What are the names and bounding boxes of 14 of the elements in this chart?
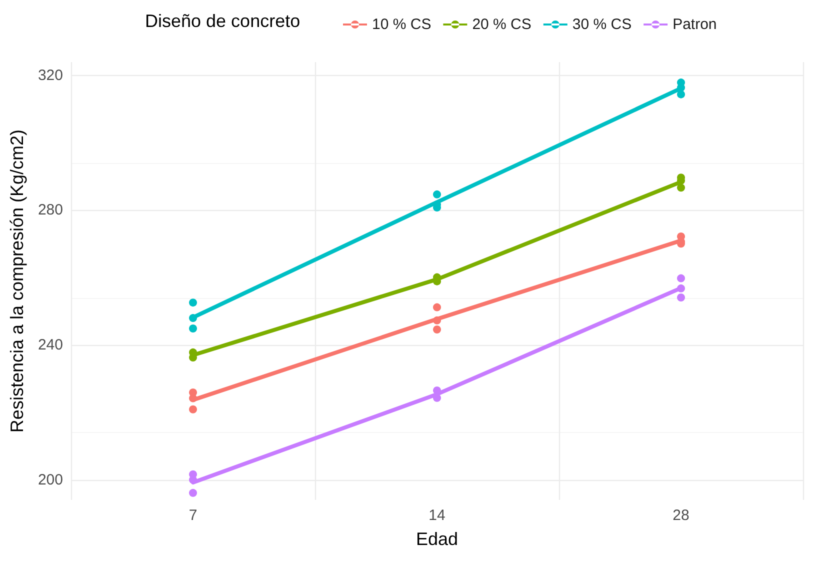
x-tick-label: 7 — [188, 507, 198, 524]
legend-label: 20 % CS — [472, 16, 532, 33]
x-tick-label: 14 — [428, 507, 446, 524]
legend-title: Diseño de concreto — [145, 11, 300, 31]
y-axis-title: Resistencia a la compresión (Kg/cm2) — [7, 129, 27, 433]
y-tick-label: 240 — [38, 336, 63, 354]
x-axis-title: Edad — [416, 529, 458, 549]
x-tick-label: 28 — [672, 507, 690, 524]
y-tick-label: 320 — [38, 66, 63, 84]
legend-label: Patron — [672, 16, 717, 33]
y-tick-label: 280 — [38, 202, 63, 219]
legend-label: 10 % CS — [372, 16, 432, 33]
legend-label: 30 % CS — [572, 16, 632, 33]
y-tick-label: 200 — [38, 471, 63, 488]
